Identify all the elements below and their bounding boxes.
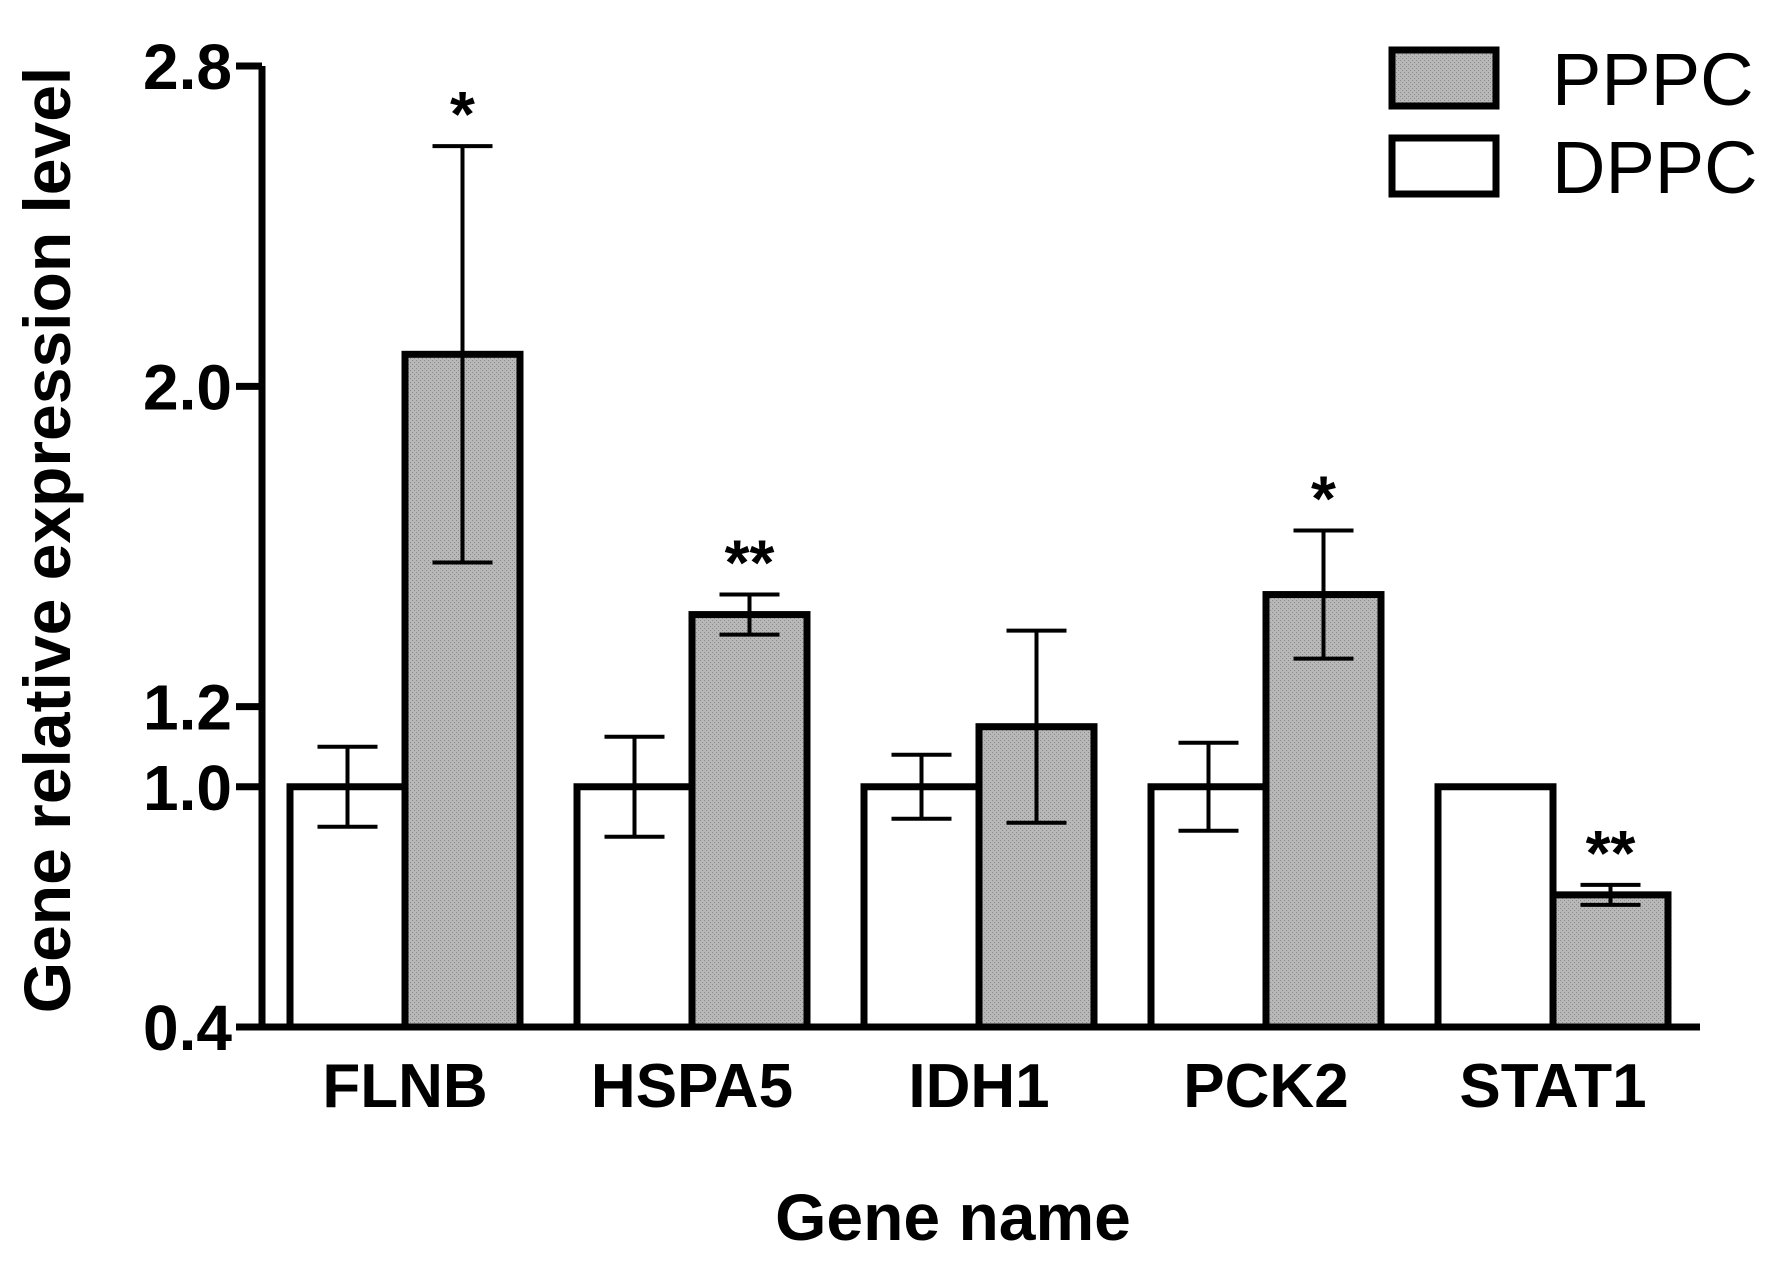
legend-label-dppc: DPPC — [1552, 126, 1758, 209]
x-tick-label: FLNB — [322, 1052, 487, 1121]
error-bars — [317, 144, 1641, 907]
legend-swatch-dppc — [1388, 134, 1500, 198]
y-axis-title: Gene relative expression level — [10, 67, 84, 1014]
y-tick-label: 1.2 — [143, 672, 232, 744]
x-axis: FLNB HSPA5 IDH1 PCK2 STAT1 — [259, 1023, 1700, 1121]
y-tick-label: 2.8 — [143, 31, 232, 103]
bar-dppc-idh1 — [860, 783, 983, 1031]
y-tick-label: 1.0 — [143, 752, 232, 824]
bar-pppc-stat1 — [1549, 891, 1672, 1031]
significance-mark: ** — [1586, 817, 1636, 889]
x-tick-label: STAT1 — [1459, 1052, 1646, 1121]
y-tick-label: 0.4 — [143, 992, 232, 1064]
legend-swatch-pppc — [1388, 46, 1500, 110]
bar-dppc-stat1 — [1434, 783, 1557, 1031]
x-tick-label: HSPA5 — [591, 1052, 793, 1121]
significance-mark: ** — [725, 527, 775, 599]
x-axis-title: Gene name — [775, 1180, 1131, 1254]
bar-pppc-pck2 — [1262, 591, 1385, 1031]
y-axis: 0.4 1.0 1.2 2.0 2.8 — [143, 31, 266, 1064]
legend-label-pppc: PPPC — [1552, 38, 1754, 121]
significance-marks: ****** — [450, 78, 1635, 889]
y-tick-label: 2.0 — [143, 351, 232, 423]
significance-mark: * — [1311, 462, 1336, 534]
bar-pppc-hspa5 — [688, 611, 811, 1031]
x-tick-label: IDH1 — [908, 1052, 1049, 1121]
significance-mark: * — [450, 78, 475, 150]
x-tick-label: PCK2 — [1183, 1052, 1348, 1121]
bars — [286, 350, 1672, 1031]
